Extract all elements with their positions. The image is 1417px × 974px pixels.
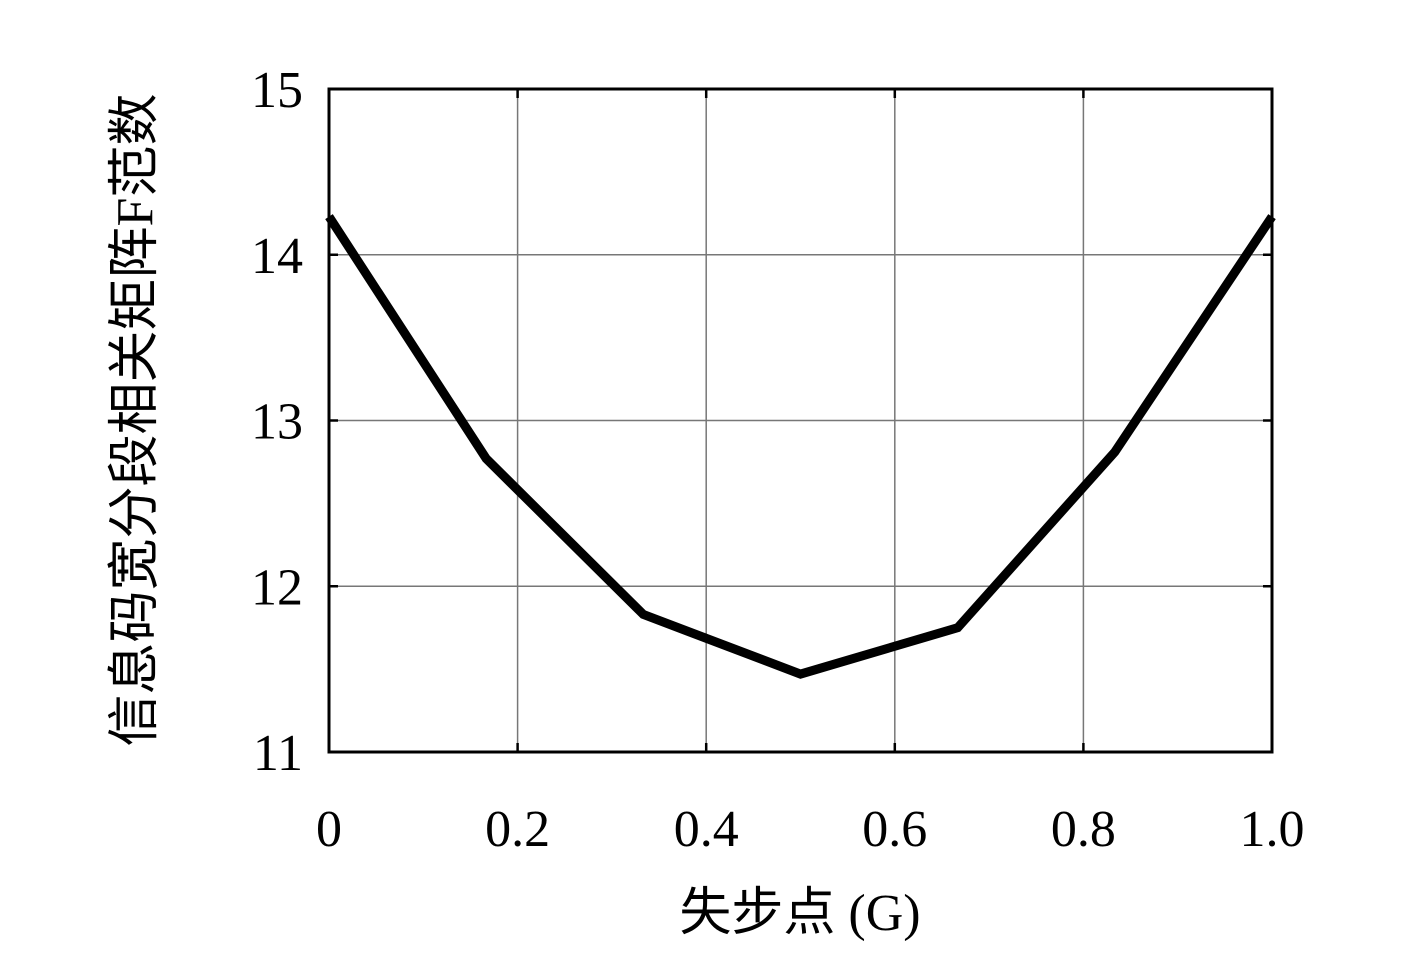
y-tick-label: 12 (251, 559, 303, 616)
y-axis-label: 信息码宽分段相关矩阵F范数 (107, 94, 164, 747)
x-tick-label: 0.4 (674, 801, 739, 858)
plot-frame (327, 87, 1274, 754)
y-tick-label: 15 (251, 62, 303, 119)
y-tick-label: 11 (253, 725, 303, 782)
y-tick-label: 13 (251, 394, 303, 451)
x-axis-label: 失步点 (G) (679, 885, 920, 942)
x-tick-label: 0.6 (862, 801, 927, 858)
x-tick-label: 0.2 (485, 801, 550, 858)
x-tick-label: 0 (316, 801, 342, 858)
line (325, 214, 1276, 679)
y-tick-label: 14 (251, 228, 303, 285)
x-tick-label: 0.8 (1051, 801, 1116, 858)
x-tick-label: 1.0 (1240, 801, 1305, 858)
